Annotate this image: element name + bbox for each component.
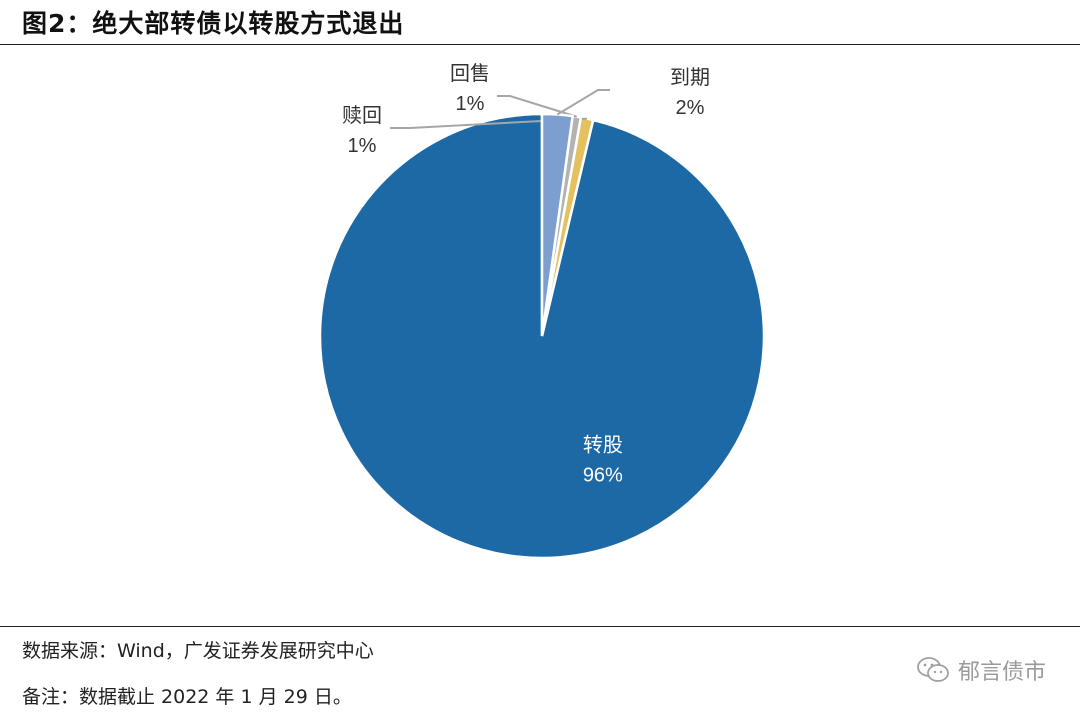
watermark: 郁言债市	[916, 654, 1046, 686]
slice-name-label: 到期	[670, 65, 710, 89]
slice-name-label: 回售	[450, 61, 490, 85]
leader-line-4	[556, 89, 610, 116]
pie-slice-4	[540, 112, 574, 337]
chart-title: 图2：绝大部转债以转股方式退出	[22, 9, 405, 38]
slice-percent-label: 1%	[348, 135, 377, 157]
title-divider	[0, 44, 1080, 45]
slice-percent-label: 1%	[456, 93, 485, 115]
slice-percent-label: 2%	[676, 97, 705, 119]
slice-percent-label: 96%	[583, 464, 623, 486]
footer-divider	[0, 626, 1080, 627]
leader-line-2	[390, 117, 588, 129]
leader-line-3	[497, 95, 578, 118]
slice-name-label: 赎回	[342, 103, 382, 127]
remark-note: 备注：数据截止 2022 年 1 月 29 日。	[22, 686, 352, 708]
pie-chart: 转股 96% 赎回 1% 回售 1% 到期 2%	[318, 61, 766, 560]
watermark-text: 郁言债市	[957, 660, 1046, 685]
slice-name-label: 转股	[583, 432, 623, 456]
wechat-icon	[917, 657, 949, 682]
source-note: 数据来源：Wind，广发证券发展研究中心	[22, 640, 374, 662]
